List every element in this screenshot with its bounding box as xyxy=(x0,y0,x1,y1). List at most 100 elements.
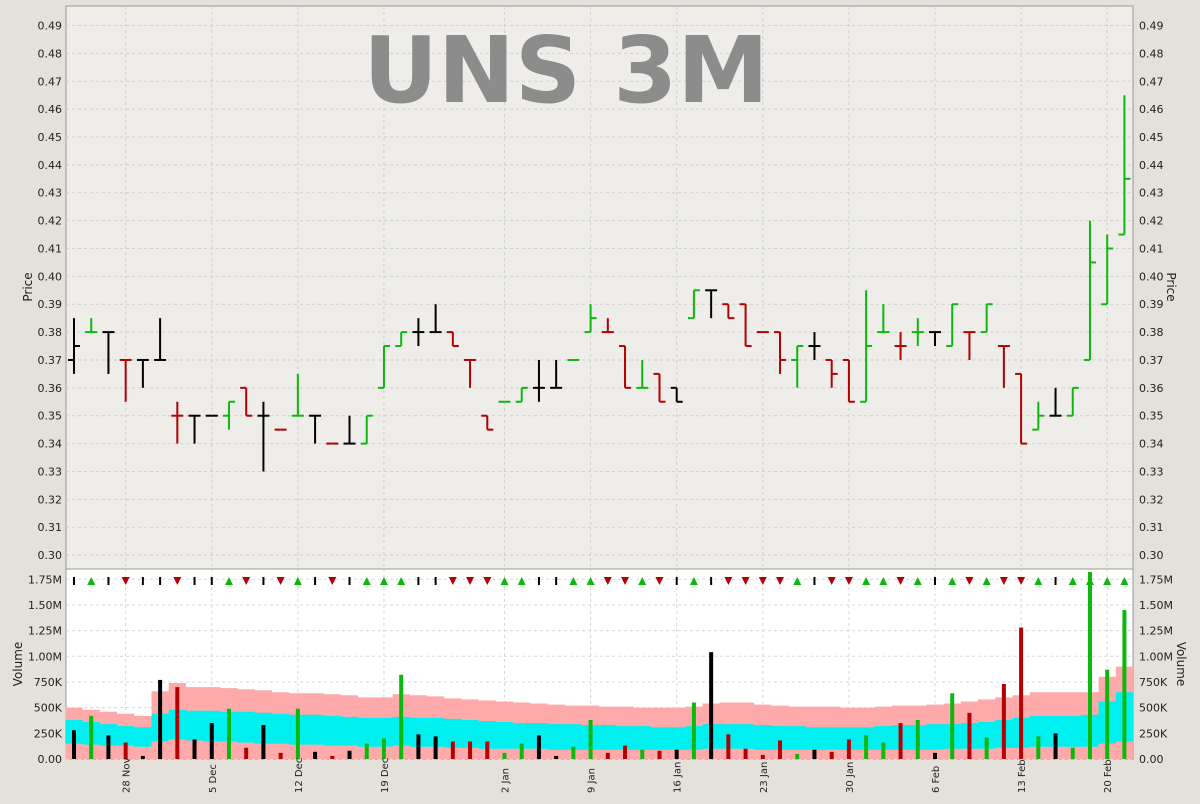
price-tick-label: 0.31 xyxy=(1139,521,1164,534)
price-tick-label: 0.49 xyxy=(38,20,63,33)
volume-axis-left: 0.00 250K 500K 750K 1.00M 1.25M 1.50M 1.75M xyxy=(28,573,63,766)
direction-marker xyxy=(948,577,957,585)
price-tick-label: 0.39 xyxy=(1139,298,1164,311)
volume-bar xyxy=(244,747,249,759)
price-tick-label: 0.30 xyxy=(38,549,63,562)
price-tick-label: 0.44 xyxy=(1139,159,1164,172)
ohlc-bar xyxy=(102,331,115,374)
volume-bar xyxy=(72,730,76,759)
volume-bar xyxy=(691,702,696,759)
price-tick-label: 0.33 xyxy=(38,465,63,478)
ohlc-bar xyxy=(1101,234,1114,306)
price-tick-label: 0.45 xyxy=(38,131,63,144)
ohlc-bar xyxy=(85,318,98,334)
ohlc-bar xyxy=(687,289,700,320)
volume-bar xyxy=(1105,669,1110,759)
direction-marker xyxy=(655,577,664,585)
direction-marker xyxy=(896,577,905,585)
ohlc-bar xyxy=(343,415,356,445)
volume-tick-label: 1.00M xyxy=(1139,650,1173,663)
price-tick-label: 0.43 xyxy=(38,187,63,200)
volume-tick-label: 0.00 xyxy=(1139,753,1164,766)
volume-tick-label: 250K xyxy=(1139,727,1168,740)
ohlc-bar xyxy=(429,304,442,334)
price-tick-label: 0.39 xyxy=(38,298,63,311)
direction-marker xyxy=(1034,577,1043,585)
volume-bar xyxy=(571,746,576,759)
ohlc-bar xyxy=(1032,401,1045,431)
direction-marker xyxy=(913,577,922,585)
ohlc-bar xyxy=(188,414,201,444)
ohlc-bar xyxy=(860,290,873,403)
volume-bar xyxy=(1036,736,1041,759)
volume-bar xyxy=(502,752,507,759)
ohlc-bar xyxy=(291,373,304,417)
ohlc-bar xyxy=(791,345,804,388)
price-tick-label: 0.32 xyxy=(1139,493,1164,506)
volume-bar xyxy=(313,751,318,759)
direction-marker xyxy=(827,577,836,585)
volume-bar xyxy=(915,719,920,759)
volume-tick-label: 1.25M xyxy=(1139,625,1173,638)
ohlc-bar xyxy=(619,345,632,389)
ohlc-bar xyxy=(464,358,477,388)
direction-marker xyxy=(121,577,130,585)
direction-marker xyxy=(879,577,888,585)
direction-marker xyxy=(776,577,785,585)
date-tick-label: 9 Jan xyxy=(587,768,598,793)
volume-bar xyxy=(278,752,283,759)
date-tick-label: 12 Dec xyxy=(294,758,305,793)
direction-marker xyxy=(965,577,974,585)
volume-bar xyxy=(158,679,163,759)
volume-bar xyxy=(89,715,94,759)
chart-title: UNS 3M xyxy=(363,17,769,124)
volume-bar xyxy=(295,708,300,759)
price-tick-label: 0.30 xyxy=(1139,549,1164,562)
ohlc-bar xyxy=(360,414,373,445)
price-tick-label: 0.43 xyxy=(1139,187,1164,200)
direction-marker xyxy=(603,577,612,585)
price-tick-label: 0.37 xyxy=(1139,354,1164,367)
volume-tick-label: 500K xyxy=(1139,702,1168,715)
direction-marker xyxy=(793,577,802,585)
ohlc-bar xyxy=(1049,387,1062,417)
volume-bar xyxy=(709,652,714,759)
direction-marker xyxy=(1085,577,1094,585)
price-tick-label: 0.38 xyxy=(38,326,63,339)
price-tick-label: 0.35 xyxy=(38,410,63,423)
price-axis-label-left: Price xyxy=(21,272,35,301)
volume-bar xyxy=(261,725,266,759)
direction-marker xyxy=(173,577,182,585)
ohlc-bar xyxy=(119,358,132,402)
ohlc-bar xyxy=(136,358,149,388)
price-tick-label: 0.41 xyxy=(1139,242,1164,255)
volume-bar xyxy=(950,693,955,759)
volume-bar xyxy=(1001,684,1006,759)
ohlc-bar xyxy=(550,359,563,389)
date-tick-label: 28 Nov xyxy=(122,757,133,793)
volume-axis-label-left: Volume xyxy=(11,642,25,687)
price-tick-label: 0.34 xyxy=(1139,438,1164,451)
ohlc-bar xyxy=(601,318,614,334)
price-tick-label: 0.47 xyxy=(1139,75,1164,88)
volume-bar xyxy=(347,750,352,759)
volume-tick-label: 1.50M xyxy=(1139,599,1173,612)
date-tick-label: 5 Dec xyxy=(208,764,219,793)
ohlc-bar xyxy=(980,303,993,334)
price-tick-label: 0.34 xyxy=(38,438,63,451)
volume-axis-label-right: Volume xyxy=(1174,642,1188,687)
date-axis: 28 Nov 5 Dec 12 Dec 19 Dec 2 Jan 9 Jan 16 Jan 2… xyxy=(122,757,1115,793)
volume-bar xyxy=(1070,747,1075,759)
ohlc-bar xyxy=(377,345,390,389)
direction-marker xyxy=(1120,577,1129,585)
ohlc-bar xyxy=(705,289,718,319)
direction-marker xyxy=(362,577,371,585)
ohlc-bar xyxy=(1066,386,1079,417)
volume-tick-label: 1.00M xyxy=(28,650,62,663)
date-tick-label: 30 Jan xyxy=(845,762,856,793)
price-tick-label: 0.31 xyxy=(38,521,63,534)
ohlc-bar xyxy=(154,318,167,361)
price-axis-left: 0.30 0.31 0.32 0.33 0.34 0.35 0.36 0.37 0.38 0.39… xyxy=(38,20,63,563)
date-tick-label: 2 Jan xyxy=(501,768,512,793)
